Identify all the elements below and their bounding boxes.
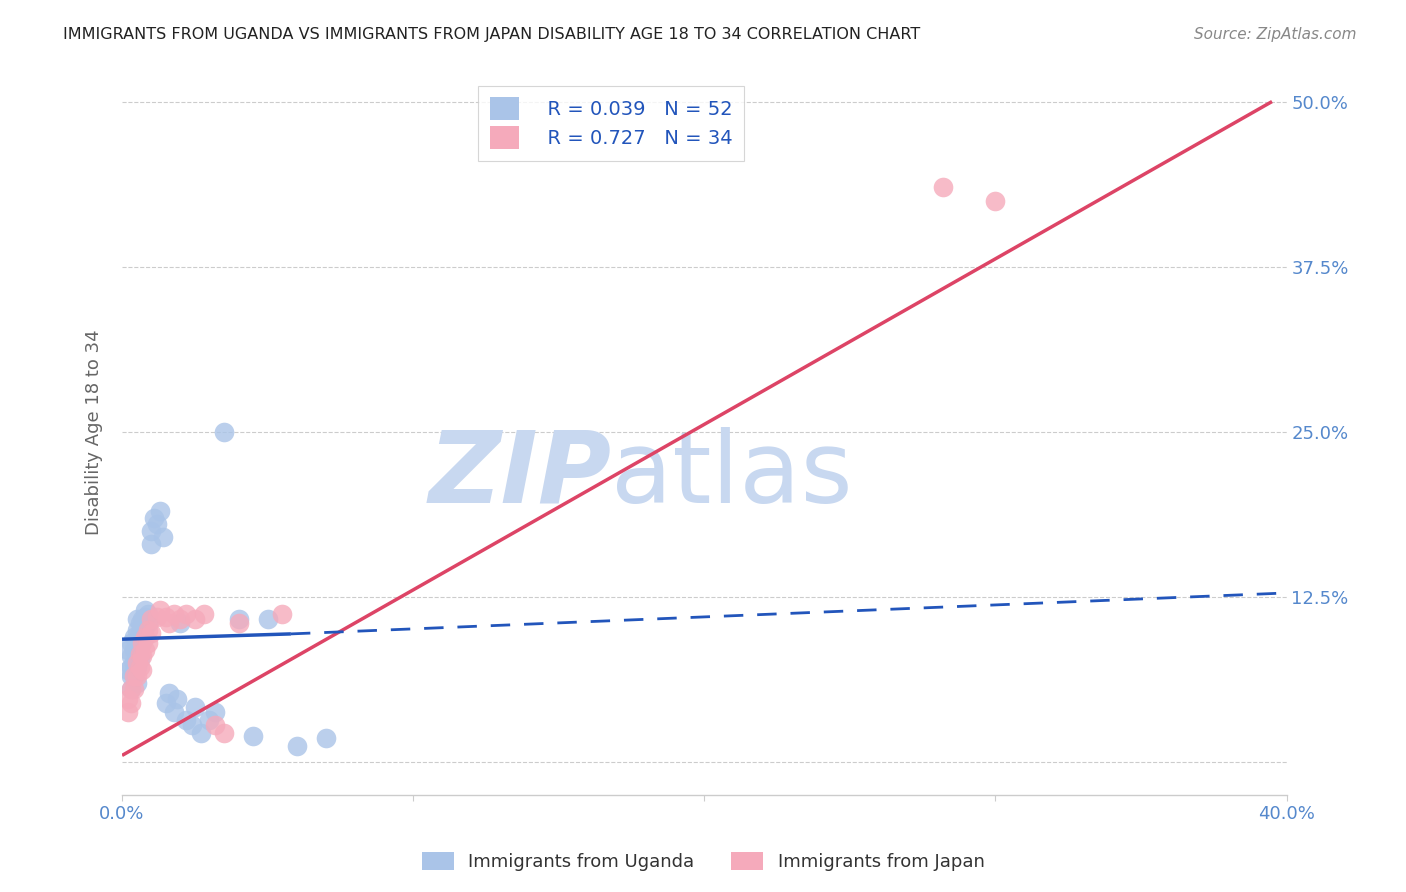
Point — [125, 660, 148, 674]
Point — [174, 713, 197, 727]
Point — [131, 636, 153, 650]
Text: atlas: atlas — [612, 427, 853, 524]
Point — [122, 669, 145, 683]
Point — [193, 607, 215, 621]
Point — [285, 739, 308, 754]
Point — [212, 425, 235, 439]
Point — [146, 609, 169, 624]
Point — [122, 682, 145, 697]
Point — [120, 649, 142, 664]
Point — [155, 696, 177, 710]
Point — [131, 612, 153, 626]
Point — [984, 194, 1007, 208]
Legend: Immigrants from Uganda, Immigrants from Japan: Immigrants from Uganda, Immigrants from … — [415, 845, 991, 879]
Point — [134, 609, 156, 624]
Point — [128, 639, 150, 653]
Point — [163, 607, 186, 621]
Point — [128, 652, 150, 666]
Point — [271, 607, 294, 621]
Point — [131, 649, 153, 664]
Point — [169, 612, 191, 626]
Point — [184, 699, 207, 714]
Point — [166, 691, 188, 706]
Point — [131, 633, 153, 648]
Point — [117, 642, 139, 657]
Point — [125, 675, 148, 690]
Point — [125, 669, 148, 683]
Point — [125, 647, 148, 661]
Point — [155, 609, 177, 624]
Point — [146, 517, 169, 532]
Point — [184, 612, 207, 626]
Point — [120, 696, 142, 710]
Point — [149, 603, 172, 617]
Point — [152, 531, 174, 545]
Point — [204, 705, 226, 719]
Point — [228, 612, 250, 626]
Point — [157, 616, 180, 631]
Point — [256, 612, 278, 626]
Point — [932, 180, 955, 194]
Point — [120, 682, 142, 697]
Point — [120, 682, 142, 697]
Point — [143, 510, 166, 524]
Point — [141, 537, 163, 551]
Point — [315, 731, 337, 746]
Point — [128, 647, 150, 661]
Text: IMMIGRANTS FROM UGANDA VS IMMIGRANTS FROM JAPAN DISABILITY AGE 18 TO 34 CORRELAT: IMMIGRANTS FROM UGANDA VS IMMIGRANTS FRO… — [63, 27, 921, 42]
Point — [125, 612, 148, 626]
Point — [122, 669, 145, 683]
Point — [242, 729, 264, 743]
Point — [228, 616, 250, 631]
Text: Source: ZipAtlas.com: Source: ZipAtlas.com — [1194, 27, 1357, 42]
Point — [141, 625, 163, 640]
Point — [190, 726, 212, 740]
Point — [117, 705, 139, 719]
Point — [120, 669, 142, 683]
Point — [125, 633, 148, 648]
Point — [134, 603, 156, 617]
Point — [136, 616, 159, 631]
Point — [163, 705, 186, 719]
Point — [149, 504, 172, 518]
Point — [136, 623, 159, 637]
Y-axis label: Disability Age 18 to 34: Disability Age 18 to 34 — [86, 329, 103, 534]
Point — [117, 663, 139, 677]
Point — [122, 630, 145, 644]
Legend:   R = 0.039   N = 52,   R = 0.727   N = 34: R = 0.039 N = 52, R = 0.727 N = 34 — [478, 86, 744, 161]
Point — [136, 607, 159, 621]
Point — [181, 718, 204, 732]
Point — [212, 726, 235, 740]
Point — [122, 656, 145, 670]
Point — [125, 623, 148, 637]
Point — [131, 623, 153, 637]
Point — [128, 616, 150, 631]
Point — [169, 616, 191, 631]
Point — [128, 660, 150, 674]
Point — [174, 607, 197, 621]
Text: ZIP: ZIP — [429, 427, 612, 524]
Point — [122, 642, 145, 657]
Point — [141, 612, 163, 626]
Point — [128, 625, 150, 640]
Point — [204, 718, 226, 732]
Point — [198, 713, 221, 727]
Point — [125, 656, 148, 670]
Point — [120, 660, 142, 674]
Point — [131, 663, 153, 677]
Point — [136, 636, 159, 650]
Point — [141, 524, 163, 538]
Point — [117, 691, 139, 706]
Point — [134, 630, 156, 644]
Point — [134, 620, 156, 634]
Point — [120, 636, 142, 650]
Point — [134, 642, 156, 657]
Point — [157, 686, 180, 700]
